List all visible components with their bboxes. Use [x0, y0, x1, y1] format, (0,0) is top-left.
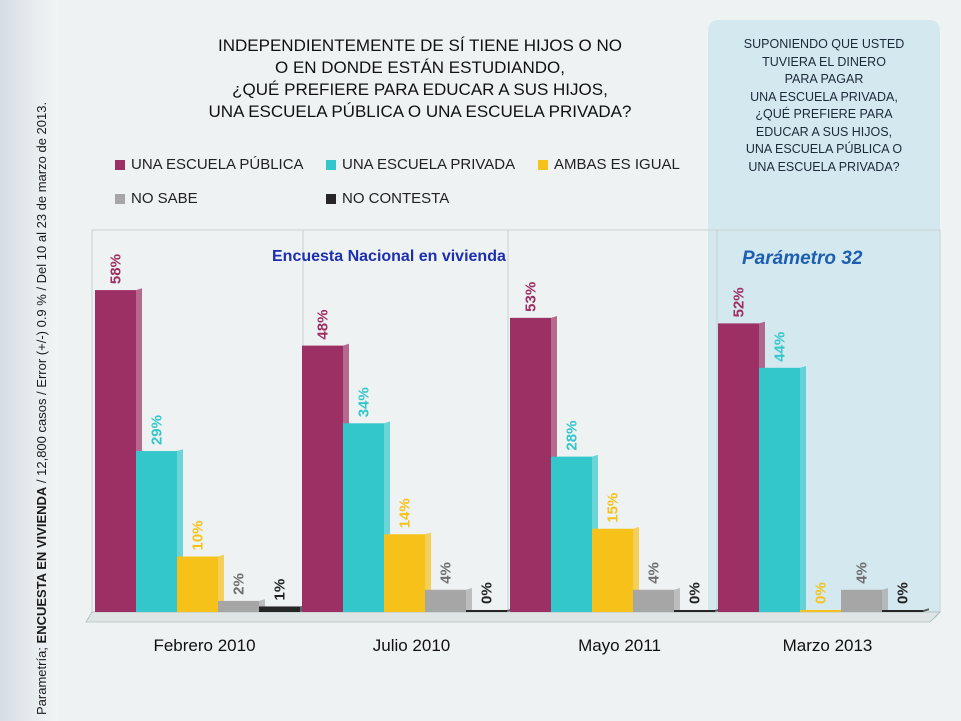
bar	[259, 606, 300, 612]
panel-question-line: EDUCAR A SUS HIJOS,	[755, 124, 893, 139]
bar	[551, 456, 592, 612]
bar	[718, 323, 759, 612]
panel-question-line: UNA ESCUELA PRIVADA,	[750, 89, 898, 104]
bar	[510, 317, 551, 612]
panel-question-line: ¿QUÉ PREFIERE PARA	[755, 107, 893, 121]
chart-data-labels: 58% 29% 10% 2% 1% 48% 34% 14% 4% 0% 53% 28% 15% 4% 0% 5…	[108, 254, 912, 604]
chart-category-labels: Febrero 2010 Julio 2010 Mayo 2011 Marzo 201…	[153, 636, 872, 655]
legend-item-publica: UNA ESCUELA PÚBLICA	[115, 156, 304, 173]
category-label: Julio 2010	[373, 636, 451, 655]
panel-question-line: TUVIERA EL DINERO	[762, 54, 886, 69]
bar	[302, 345, 343, 612]
chart-title: INDEPENDIENTEMENTE DE SÍ TIENE HIJOS O N…	[150, 35, 690, 123]
panel-question-line: SUPONIENDO QUE USTED	[743, 37, 905, 51]
legend-swatch	[326, 159, 336, 170]
data-label: 0%	[687, 582, 704, 604]
title-line: O EN DONDE ESTÁN ESTUDIANDO,	[275, 58, 565, 77]
data-label: 48%	[315, 310, 332, 340]
legend-label: NO CONTESTA	[342, 190, 450, 207]
legend-label: NO SABE	[131, 190, 198, 207]
bar	[466, 610, 507, 612]
param-label: Parámetro 32	[742, 248, 863, 269]
bar	[759, 367, 800, 612]
legend-swatch	[115, 159, 125, 170]
bar	[674, 610, 715, 612]
title-line: UNA ESCUELA PÚBLICA O UNA ESCUELA PRIVAD…	[208, 102, 632, 121]
bar	[218, 600, 259, 612]
legend-item-no-contesta: NO CONTESTA	[326, 190, 449, 207]
bar	[882, 610, 923, 612]
legend-label: UNA ESCUELA PRIVADA	[342, 156, 516, 173]
bar	[633, 589, 674, 612]
category-label: Febrero 2010	[153, 636, 255, 655]
data-label: 15%	[605, 493, 622, 523]
legend-swatch	[538, 159, 548, 170]
legend-item-privada: UNA ESCUELA PRIVADA	[326, 156, 515, 173]
bar	[592, 528, 633, 612]
panel-question-line: UNA ESCUELA PRIVADA?	[748, 159, 900, 174]
bar-side	[882, 588, 888, 612]
data-label: 53%	[523, 282, 540, 312]
bar-side	[923, 608, 929, 612]
panel-question: SUPONIENDO QUE USTED TUVIERA EL DINERO P…	[712, 36, 936, 176]
bar-side	[218, 554, 224, 612]
title-line: INDEPENDIENTEMENTE DE SÍ TIENE HIJOS O N…	[218, 36, 622, 55]
legend-label: AMBAS ES IGUAL	[554, 156, 680, 173]
data-label: 29%	[149, 415, 166, 445]
data-label: 1%	[272, 579, 289, 601]
panel-question-line: PARA PAGAR	[784, 72, 864, 86]
bar	[136, 451, 177, 612]
data-label: 58%	[108, 254, 125, 284]
title-line: ¿QUÉ PREFIERE PARA EDUCAR A SUS HIJOS,	[232, 80, 608, 99]
survey-label: Encuesta Nacional en vivienda	[272, 248, 506, 265]
bar	[425, 589, 466, 612]
data-label: 14%	[397, 498, 414, 528]
chart-floor	[85, 611, 941, 623]
bar-side	[466, 588, 472, 612]
legend-swatch	[326, 193, 336, 204]
side-strip	[0, 0, 58, 721]
panel-question-line: UNA ESCUELA PÚBLICA O	[745, 142, 903, 156]
data-label: 34%	[356, 387, 373, 417]
legend-item-ambas: AMBAS ES IGUAL	[538, 156, 680, 173]
legend-swatch	[115, 193, 125, 204]
bar	[177, 556, 218, 612]
data-label: 44%	[772, 332, 789, 362]
data-label: 0%	[895, 582, 912, 604]
bar-side	[674, 588, 680, 612]
data-label: 2%	[231, 573, 248, 595]
data-label: 10%	[190, 520, 207, 550]
data-label: 0%	[479, 582, 496, 604]
category-label: Mayo 2011	[578, 636, 661, 655]
bar	[343, 423, 384, 612]
data-label: 4%	[438, 562, 455, 584]
data-label: 0%	[813, 582, 830, 604]
bar	[384, 534, 425, 612]
category-label: Marzo 2013	[783, 636, 873, 655]
bar-side	[800, 366, 806, 612]
data-label: 28%	[564, 421, 581, 451]
data-label: 52%	[731, 287, 748, 317]
legend-item-no-sabe: NO SABE	[115, 190, 198, 207]
data-label: 4%	[854, 562, 871, 584]
legend-label: UNA ESCUELA PÚBLICA	[131, 156, 304, 173]
bar	[841, 589, 882, 612]
chart-bars	[95, 288, 929, 612]
bar	[800, 610, 841, 612]
data-label: 4%	[646, 562, 663, 584]
bar	[95, 290, 136, 612]
